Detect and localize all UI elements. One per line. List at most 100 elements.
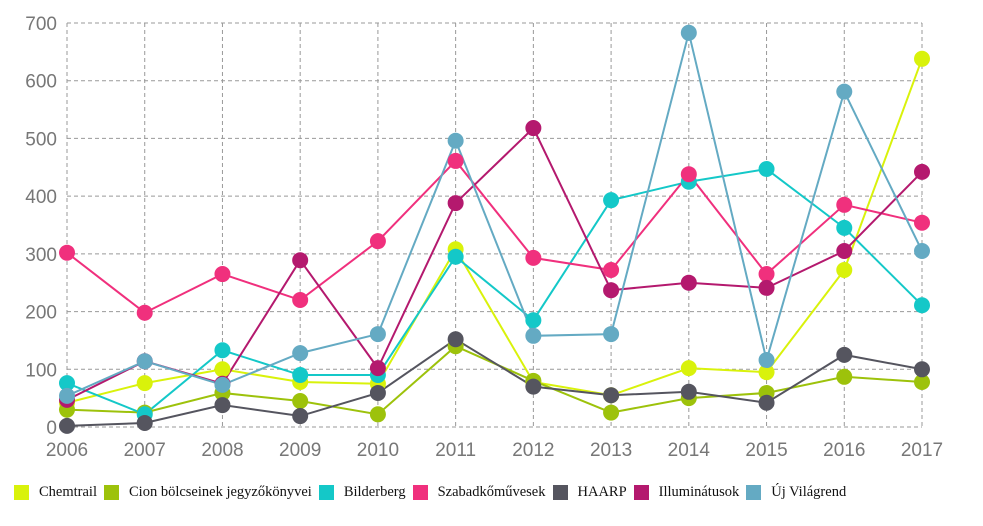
data-point[interactable] (292, 345, 309, 362)
series-group (59, 24, 930, 434)
series-markers-3 (59, 152, 930, 321)
data-point[interactable] (59, 417, 75, 434)
data-point[interactable] (680, 24, 697, 41)
data-point[interactable] (758, 394, 775, 411)
data-point[interactable] (214, 266, 231, 283)
legend-label: Bilderberg (343, 484, 406, 500)
data-point[interactable] (369, 326, 386, 343)
legend-label: Chemtrail (39, 484, 97, 500)
legend-item[interactable]: Bilderberg (318, 484, 406, 501)
data-point[interactable] (292, 393, 309, 410)
series-line (66, 345, 923, 416)
series-markers-6 (59, 24, 930, 404)
data-point[interactable] (603, 387, 620, 404)
x-tick-label: 2007 (124, 440, 166, 461)
series-0 (66, 58, 923, 404)
data-point[interactable] (603, 262, 620, 279)
data-point[interactable] (836, 242, 853, 259)
series-6 (66, 32, 923, 397)
data-point[interactable] (680, 274, 697, 291)
data-point[interactable] (836, 196, 853, 213)
data-point[interactable] (369, 360, 386, 377)
data-point[interactable] (214, 397, 231, 414)
data-point[interactable] (214, 376, 231, 393)
y-tick-label: 100 (25, 360, 57, 381)
data-point[interactable] (292, 367, 309, 384)
data-point[interactable] (214, 342, 231, 359)
data-point[interactable] (447, 331, 464, 348)
data-point[interactable] (680, 360, 697, 377)
legend-item[interactable]: Chemtrail (14, 484, 97, 501)
data-point[interactable] (680, 383, 697, 400)
data-point[interactable] (914, 361, 930, 378)
series-line (66, 58, 923, 404)
data-point[interactable] (603, 326, 620, 343)
data-point[interactable] (59, 375, 75, 392)
data-point[interactable] (447, 248, 464, 265)
y-tick-label: 200 (25, 303, 57, 324)
series-line (66, 159, 923, 314)
data-point[interactable] (525, 312, 542, 329)
data-point[interactable] (836, 368, 853, 385)
series-2 (66, 167, 923, 416)
data-point[interactable] (603, 192, 620, 209)
x-tick-label: 2010 (357, 440, 399, 461)
data-point[interactable] (836, 262, 853, 279)
data-point[interactable] (292, 408, 309, 425)
data-point[interactable] (59, 244, 75, 261)
data-point[interactable] (914, 373, 930, 390)
series-markers-5 (59, 120, 930, 408)
data-point[interactable] (836, 83, 853, 100)
data-point[interactable] (59, 387, 75, 404)
data-point[interactable] (292, 292, 309, 309)
x-axis: 2006 2007 2008 2009 2010 2011 2012 2013 2014 2015… (46, 440, 943, 461)
data-point[interactable] (369, 233, 386, 250)
data-point[interactable] (914, 242, 930, 259)
legend: Chemtrail Cion bölcseinek jegyzőkönyvei Bi… (14, 484, 853, 501)
data-point[interactable] (525, 249, 542, 266)
data-point[interactable] (136, 375, 153, 392)
data-point[interactable] (136, 304, 153, 321)
series-4 (66, 338, 923, 427)
data-point[interactable] (758, 364, 775, 381)
data-point[interactable] (369, 406, 386, 423)
data-point[interactable] (758, 161, 775, 178)
legend-swatch (633, 485, 649, 500)
data-point[interactable] (369, 384, 386, 401)
data-point[interactable] (758, 279, 775, 296)
series-1 (66, 345, 923, 416)
legend-item[interactable]: Új Világrend (746, 484, 846, 501)
legend-item[interactable]: Illuminátusok (633, 484, 739, 501)
data-point[interactable] (292, 252, 309, 269)
data-point[interactable] (214, 361, 231, 378)
data-point[interactable] (136, 353, 153, 370)
data-point[interactable] (758, 266, 775, 283)
data-point[interactable] (525, 327, 542, 344)
data-point[interactable] (836, 346, 853, 363)
data-point[interactable] (914, 50, 930, 67)
data-point[interactable] (447, 152, 464, 169)
data-point[interactable] (525, 120, 542, 137)
legend-item[interactable]: HAARP (552, 484, 627, 501)
x-tick-label: 2017 (901, 440, 943, 461)
legend-label: Cion bölcseinek jegyzőkönyvei (129, 484, 312, 500)
series-line (66, 167, 923, 416)
legend-item[interactable]: Szabadkőművesek (412, 484, 546, 501)
x-tick-label: 2016 (823, 440, 865, 461)
data-point[interactable] (447, 132, 464, 149)
data-point[interactable] (525, 378, 542, 395)
data-point[interactable] (136, 414, 153, 431)
data-point[interactable] (603, 404, 620, 421)
data-point[interactable] (914, 297, 930, 314)
data-point[interactable] (914, 163, 930, 180)
data-point[interactable] (758, 352, 775, 369)
data-point[interactable] (447, 195, 464, 212)
data-point[interactable] (914, 214, 930, 231)
series-3 (66, 159, 923, 314)
data-point[interactable] (680, 166, 697, 183)
series-markers-0 (59, 50, 930, 411)
data-point[interactable] (603, 282, 620, 299)
legend-item[interactable]: Cion bölcseinek jegyzőkönyvei (104, 484, 312, 501)
x-tick-label: 2013 (590, 440, 632, 461)
data-point[interactable] (836, 219, 853, 236)
